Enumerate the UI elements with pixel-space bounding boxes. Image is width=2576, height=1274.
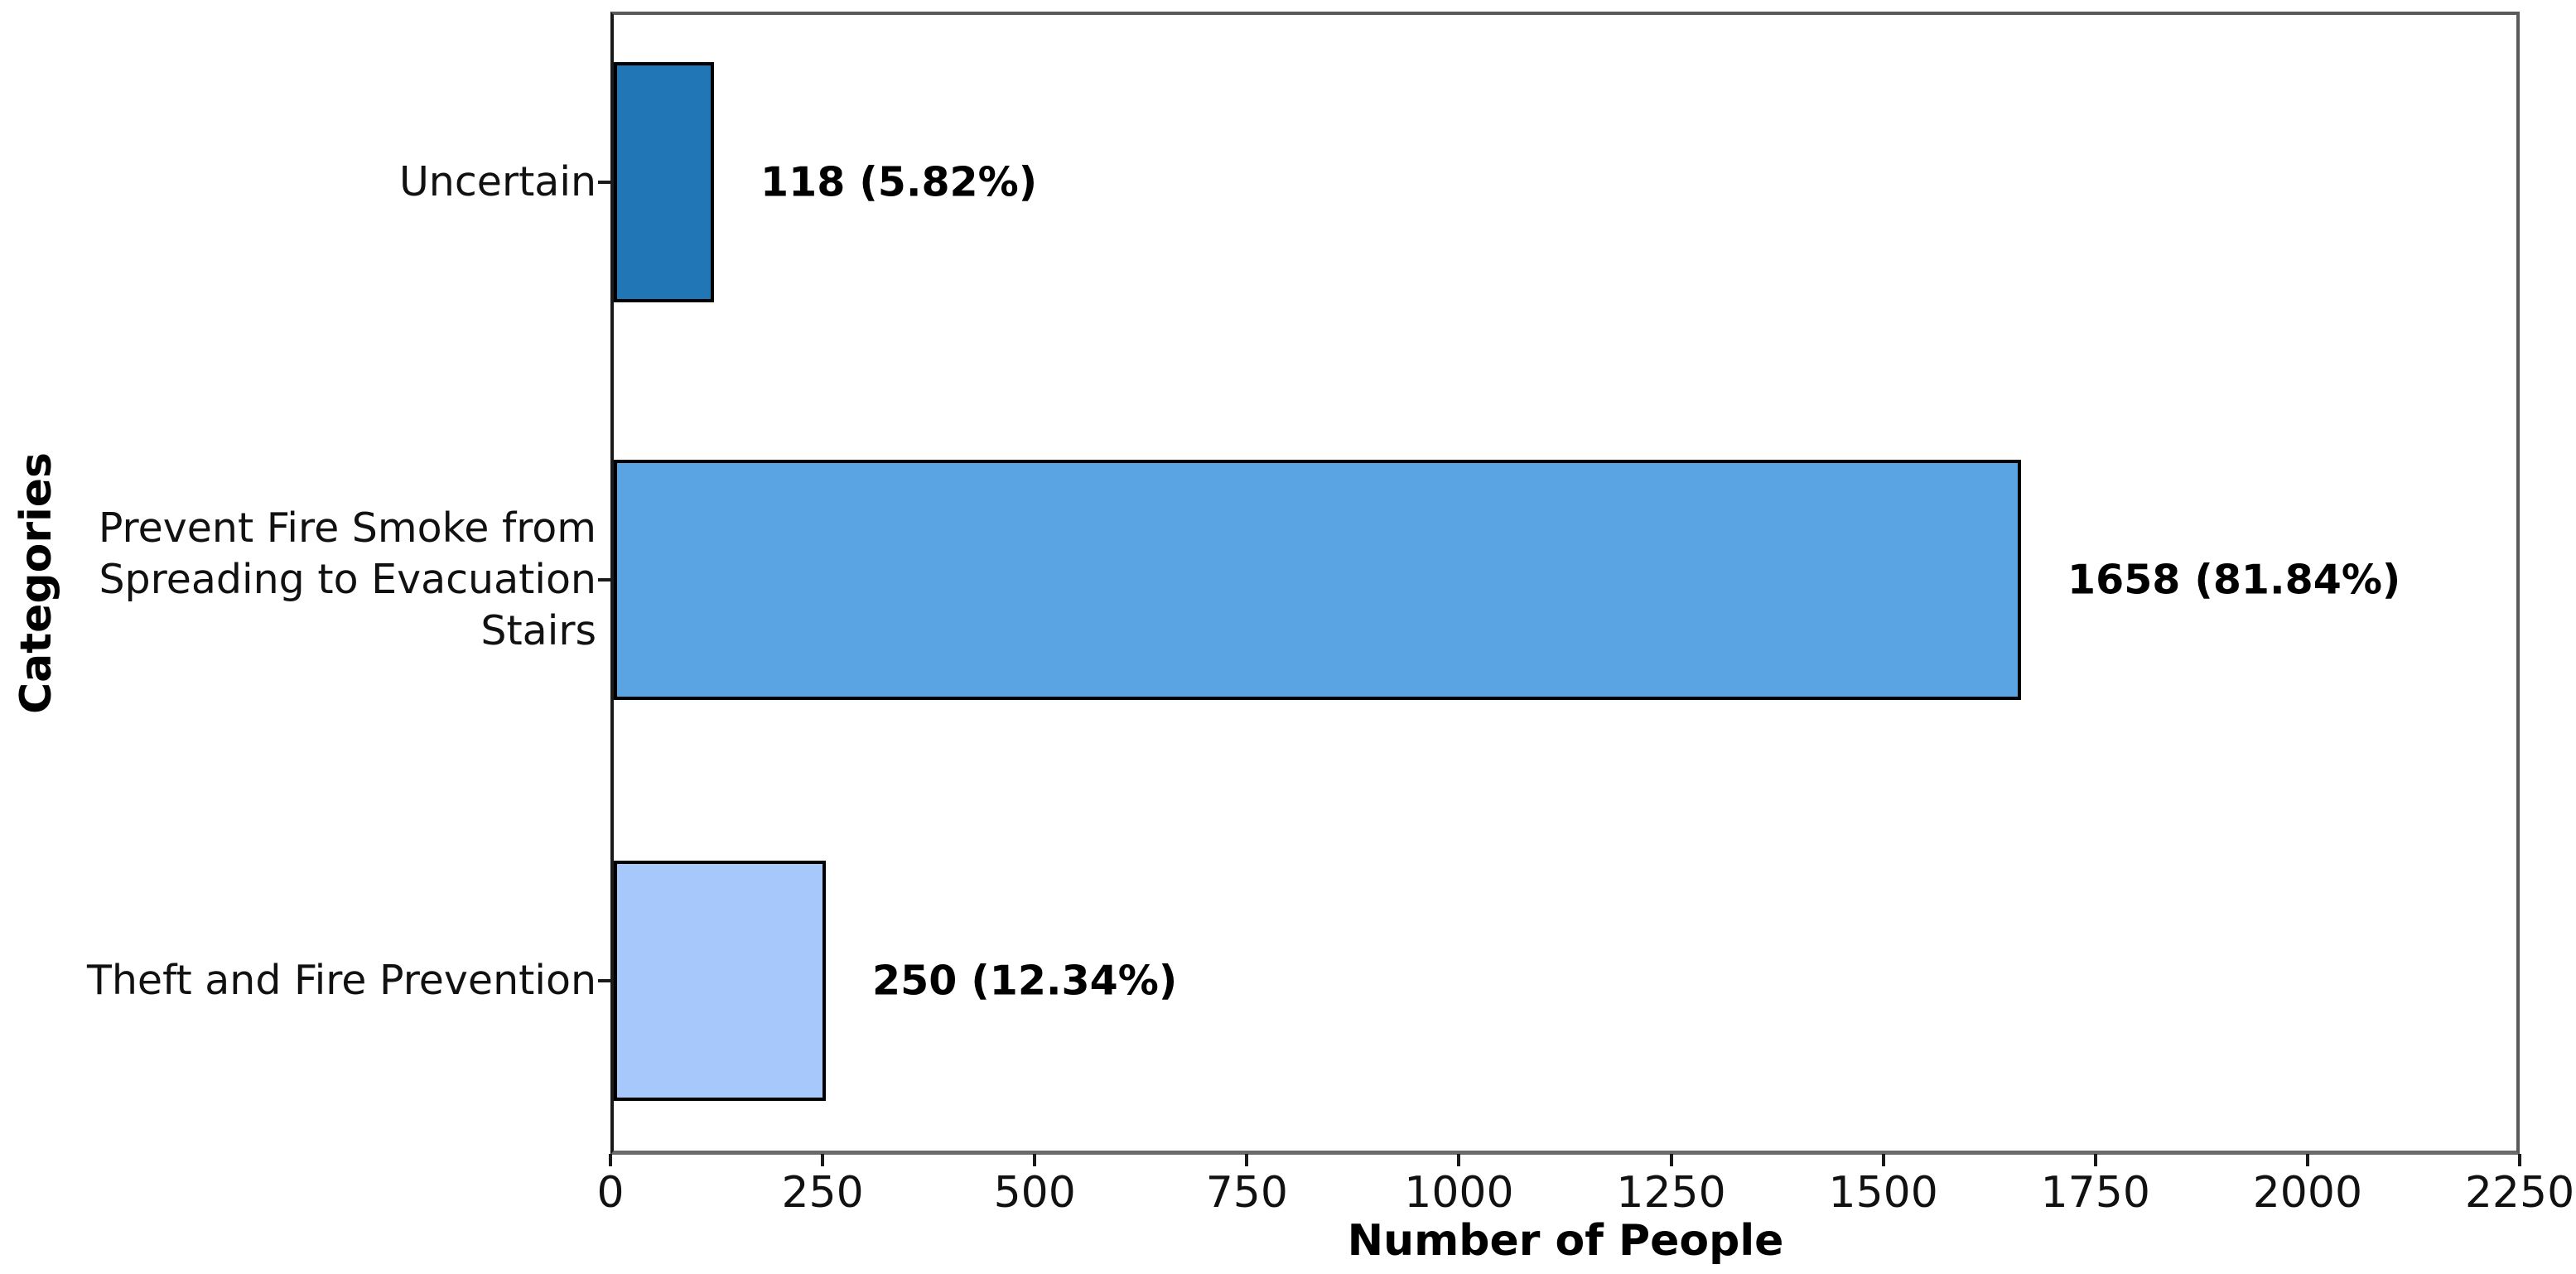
x-tick-mark [1881, 1154, 1885, 1166]
x-tick-mark [821, 1154, 825, 1166]
bar [614, 861, 826, 1102]
y-tick-mark [598, 577, 610, 582]
x-tick-mark [1457, 1154, 1461, 1166]
x-tick-label: 1000 [1404, 1168, 1514, 1218]
bar [614, 459, 2021, 700]
category-tick-label-line: Theft and Fire Prevention [86, 957, 596, 1005]
plot-area [610, 12, 2520, 1155]
bar-value-label: 250 (12.34%) [872, 957, 1178, 1005]
x-tick-label: 250 [781, 1168, 864, 1218]
x-axis-label: Number of People [1347, 1216, 1784, 1266]
y-tick-mark [598, 979, 610, 983]
x-tick-label: 0 [596, 1168, 625, 1218]
category-tick-label-line: Prevent Fire Smoke from [98, 504, 596, 552]
x-tick-mark [1033, 1154, 1037, 1166]
y-tick-mark [598, 180, 610, 184]
bar-value-label: 1658 (81.84%) [2067, 556, 2401, 604]
x-tick-label: 500 [993, 1168, 1076, 1218]
x-tick-mark [609, 1154, 612, 1166]
bar [614, 61, 714, 302]
x-tick-label: 750 [1205, 1168, 1288, 1218]
x-tick-label: 2000 [2252, 1168, 2363, 1218]
x-tick-label: 1750 [2040, 1168, 2150, 1218]
bar-value-label: 118 (5.82%) [760, 158, 1038, 206]
category-tick-label: Prevent Fire Smoke from Spreading to Evac… [33, 503, 596, 657]
x-tick-mark [2305, 1154, 2309, 1166]
x-tick-mark [1245, 1154, 1249, 1166]
category-tick-label-line: Spreading to Evacuation [99, 555, 596, 603]
x-tick-label: 1250 [1616, 1168, 1726, 1218]
category-tick-label: Uncertain [33, 157, 596, 208]
category-tick-label-line: Stairs [480, 606, 596, 654]
x-tick-label: 2250 [2464, 1168, 2575, 1218]
x-tick-mark [1669, 1154, 1673, 1166]
category-tick-label: Theft and Fire Prevention [33, 955, 596, 1006]
x-tick-mark [2518, 1154, 2521, 1166]
category-tick-label-line: Uncertain [398, 157, 596, 205]
x-tick-label: 1500 [1828, 1168, 1938, 1218]
x-tick-mark [2093, 1154, 2097, 1166]
